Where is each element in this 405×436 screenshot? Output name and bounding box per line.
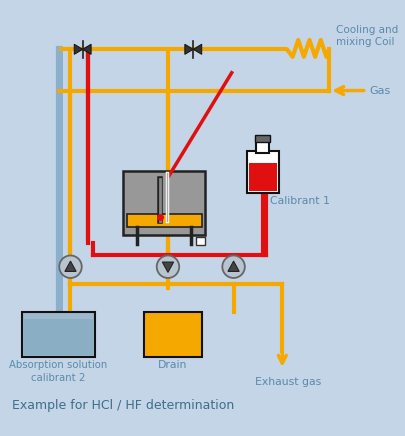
Polygon shape bbox=[162, 262, 174, 272]
Text: Cooling and
mixing Coil: Cooling and mixing Coil bbox=[336, 25, 398, 48]
Text: Drain: Drain bbox=[158, 361, 188, 371]
Text: Gas: Gas bbox=[369, 86, 391, 96]
Bar bbox=[127, 214, 202, 227]
Bar bbox=[123, 171, 205, 235]
Bar bbox=[145, 321, 200, 355]
Bar bbox=[196, 237, 205, 245]
Circle shape bbox=[157, 255, 179, 278]
Bar bbox=[22, 312, 95, 357]
Circle shape bbox=[59, 255, 82, 278]
Polygon shape bbox=[228, 261, 239, 272]
Bar bbox=[256, 140, 269, 153]
Polygon shape bbox=[65, 261, 76, 272]
Bar bbox=[249, 163, 277, 191]
Text: Calibrant 1: Calibrant 1 bbox=[270, 197, 330, 206]
Polygon shape bbox=[193, 44, 202, 54]
Polygon shape bbox=[83, 44, 91, 54]
Polygon shape bbox=[74, 44, 83, 54]
Circle shape bbox=[222, 255, 245, 278]
Bar bbox=[255, 135, 270, 142]
Polygon shape bbox=[185, 44, 193, 54]
Text: Exhaust gas: Exhaust gas bbox=[255, 377, 321, 387]
Text: Example for HCl / HF determination: Example for HCl / HF determination bbox=[13, 399, 234, 412]
Text: Absorption solution
calibrant 2: Absorption solution calibrant 2 bbox=[9, 361, 107, 383]
Bar bbox=[23, 319, 93, 355]
Bar bbox=[144, 312, 202, 357]
Bar bbox=[247, 151, 279, 193]
